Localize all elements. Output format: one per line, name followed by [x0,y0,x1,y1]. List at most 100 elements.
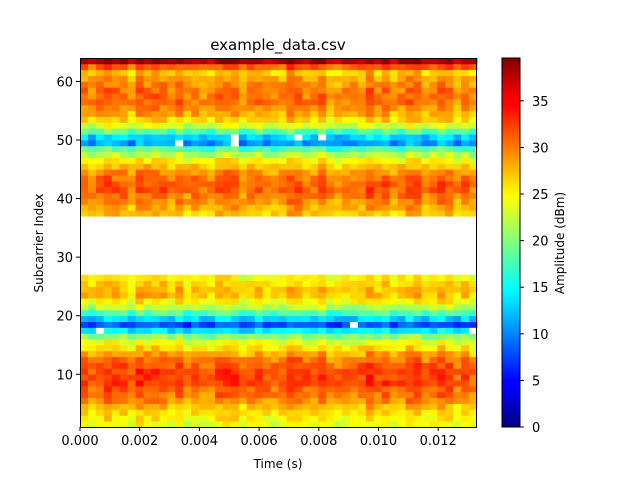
heatmap-cell [270,362,279,369]
heatmap-cell [294,69,303,76]
heatmap-cell [389,110,398,117]
heatmap-cell [238,415,248,422]
heatmap-cell [127,386,136,393]
heatmap-cell [405,368,414,375]
heatmap-cell [80,292,89,299]
heatmap-cell [349,386,359,393]
heatmap-cell [373,163,383,170]
heatmap-cell [397,134,406,141]
heatmap-cell [413,93,422,100]
heatmap-cell [135,134,144,141]
heatmap-cell [103,274,113,281]
heatmap-cell [437,204,446,211]
heatmap-cell [286,75,295,82]
heatmap-cell [159,315,168,322]
heatmap-cell [167,309,176,317]
heatmap-cell [238,116,248,123]
heatmap-cell [318,93,327,100]
heatmap-cell [389,134,398,141]
heatmap-cell [445,75,454,82]
heatmap-cell [342,391,351,399]
heatmap-cell [373,181,383,188]
heatmap-cell [437,140,446,147]
heatmap-cell [373,69,383,76]
heatmap-cell [453,175,462,182]
heatmap-cell [469,421,478,428]
heatmap-cell [238,157,248,164]
heatmap-cell [318,362,327,369]
heatmap-cell [469,309,478,317]
heatmap-cell [453,198,462,205]
heatmap-cell [421,145,430,153]
heatmap-cell [119,181,129,188]
heatmap-cell [413,140,422,147]
heatmap-cell [437,321,446,328]
heatmap-cell [342,280,351,287]
heatmap-cell [80,58,89,65]
heatmap-cell [461,210,470,217]
heatmap-cell [87,368,97,375]
heatmap-cell [191,69,200,76]
heatmap-cell [334,151,343,158]
heatmap-cell [87,397,97,404]
heatmap-cell [413,286,422,293]
heatmap-cell [238,192,248,199]
heatmap-cell [453,368,462,375]
heatmap-cell [183,210,192,217]
heatmap-cell [453,116,462,123]
heatmap-cell [127,128,136,135]
heatmap-cell [183,315,192,322]
heatmap-cell [207,58,216,65]
heatmap-cell [103,356,113,363]
heatmap-cell [80,104,89,112]
heatmap-cell [461,380,470,387]
heatmap-cell [135,286,144,293]
heatmap-cell [453,327,462,334]
heatmap-cell [119,198,129,205]
heatmap-cell [453,186,462,194]
heatmap-cell [357,350,367,358]
heatmap-cell [294,192,303,199]
heatmap-cell [159,186,168,194]
heatmap-cell [373,362,383,369]
heatmap-cell [214,327,224,334]
heatmap-cell [222,134,232,141]
heatmap-cell [302,81,311,88]
heatmap-cell [310,298,319,305]
heatmap-cell [262,87,271,94]
heatmap-cell [381,93,391,100]
heatmap-cell [95,63,105,71]
heatmap-cell [143,315,152,322]
heatmap-cell [159,181,168,188]
heatmap-cell [246,186,256,194]
heatmap-cell [381,321,391,328]
heatmap-cell [429,104,438,112]
heatmap-cell [357,81,367,88]
heatmap-cell [373,350,383,358]
heatmap-cell [294,315,303,322]
heatmap-cell [357,356,367,363]
heatmap-cell [437,374,446,381]
heatmap-cell [357,409,367,416]
heatmap-cell [167,380,176,387]
heatmap-cell [381,315,391,322]
heatmap-cell [342,192,351,199]
heatmap-cell [270,93,279,100]
y-tick-label: 50 [56,134,73,149]
heatmap-cell [286,192,295,199]
heatmap-cell [246,356,256,363]
heatmap-cell [349,380,359,387]
heatmap-cell [214,380,224,387]
heatmap-cell [302,99,311,106]
heatmap-cell [445,181,454,188]
heatmap-cell [199,181,208,188]
heatmap-cell [397,345,406,352]
heatmap-cell [87,386,97,393]
heatmap-cell [342,362,351,369]
heatmap-cell [389,368,398,375]
heatmap-cell [87,75,97,82]
heatmap-cell [342,350,351,358]
heatmap-cell [294,110,303,117]
heatmap-cell [87,69,97,76]
heatmap-cell [222,104,232,112]
